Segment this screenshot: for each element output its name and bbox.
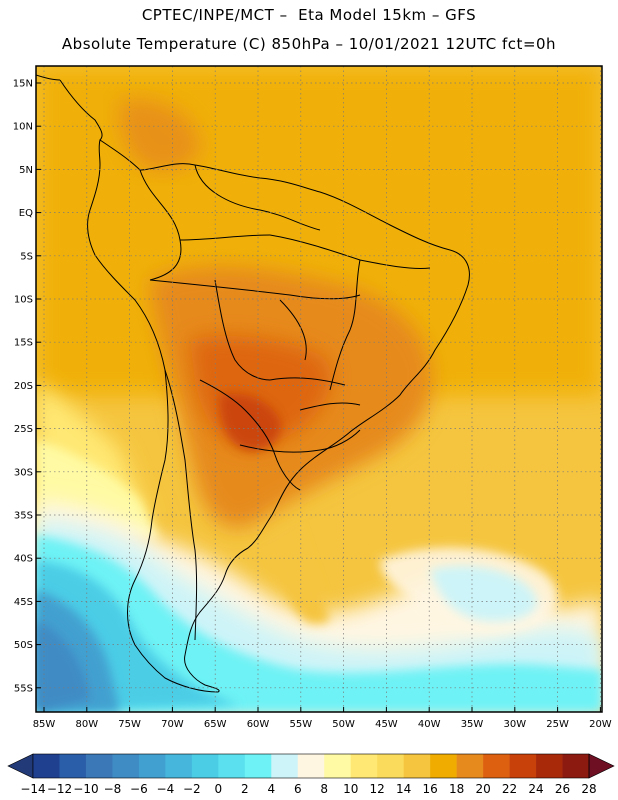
colorbar-swatch: [59, 754, 87, 778]
colorbar-label: 22: [502, 782, 517, 796]
colorbar-label: −6: [130, 782, 148, 796]
colorbar-label: 6: [294, 782, 302, 796]
colorbar-label: 28: [581, 782, 596, 796]
chart-title-line2: Absolute Temperature (C) 850hPa – 10/01/…: [61, 35, 557, 53]
lon-label: 50W: [332, 719, 355, 730]
colorbar-label: 8: [320, 782, 328, 796]
colorbar-label: 0: [215, 782, 223, 796]
colorbar-swatch: [456, 754, 484, 778]
colorbar-swatch: [350, 754, 378, 778]
colorbar-label: 24: [528, 782, 543, 796]
lon-label: 75W: [118, 719, 141, 730]
colorbar-label: −2: [183, 782, 201, 796]
lat-label: 30S: [14, 467, 33, 478]
colorbar-label: 18: [449, 782, 464, 796]
colorbar-swatch: [324, 754, 352, 778]
colorbar-swatch: [218, 754, 246, 778]
colorbar-label: 4: [267, 782, 275, 796]
colorbar-swatch: [536, 754, 563, 778]
colorbar-swatch: [297, 754, 325, 778]
coastlines: [36, 74, 470, 693]
colorbar-swatch: [112, 754, 140, 778]
colorbar-label: 12: [370, 782, 385, 796]
colorbar-swatch: [191, 754, 219, 778]
colorbar: −14 −12 −10 −8 −6 −4 −2 0 2 4 6 8 10 12 14 16 18 20 22 24 26…: [7, 753, 615, 796]
lon-label: 70W: [161, 719, 184, 730]
lon-label: 55W: [289, 719, 312, 730]
colorbar-label: 26: [555, 782, 570, 796]
colorbar-swatch: [483, 754, 510, 778]
lat-label: 10N: [13, 122, 33, 133]
lon-label: 65W: [204, 719, 227, 730]
colorbar-label: 10: [343, 782, 358, 796]
lon-label: 45W: [375, 719, 398, 730]
colorbar-label: −12: [47, 782, 72, 796]
colorbar-label: 14: [396, 782, 411, 796]
colorbar-swatch: [403, 754, 431, 778]
lat-label: EQ: [19, 208, 33, 219]
lon-label: 80W: [75, 719, 98, 730]
latitude-labels: 15N 10N 5N EQ 5S 10S 15S 20S 25S 30S 35S 40S 45S 50S 5…: [13, 79, 41, 694]
colorbar-swatch: [138, 754, 166, 778]
colorbar-label: 16: [422, 782, 437, 796]
colorbar-over-arrow: [588, 753, 615, 779]
colorbar-label: −14: [20, 782, 45, 796]
chart-title-line1: CPTEC/INPE/MCT – Eta Model 15km – GFS: [141, 6, 477, 24]
colorbar-swatch: [165, 754, 193, 778]
lon-label: 30W: [503, 719, 526, 730]
colorbar-swatch: [271, 754, 299, 778]
colorbar-swatch: [430, 754, 457, 778]
longitude-labels: 85W 80W 75W 70W 65W 60W 55W 50W 45W 40W 35W 30W 25W 2…: [33, 707, 612, 730]
colorbar-under-arrow: [7, 753, 34, 779]
colorbar-label: −10: [73, 782, 98, 796]
colorbar-label: 20: [475, 782, 490, 796]
lon-label: 60W: [247, 719, 270, 730]
lat-label: 5N: [19, 165, 33, 176]
lon-label: 20W: [589, 719, 612, 730]
colorbar-swatch: [509, 754, 537, 778]
lon-label: 25W: [546, 719, 569, 730]
map-frame: [35, 65, 603, 713]
lat-label: 25S: [14, 424, 33, 435]
lon-label: 40W: [418, 719, 441, 730]
lat-label: 20S: [14, 381, 33, 392]
colorbar-frame: [32, 753, 590, 779]
lat-label: 15S: [14, 338, 33, 349]
lon-label: 85W: [33, 719, 56, 730]
colorbar-label: −4: [157, 782, 175, 796]
colorbar-swatch: [377, 754, 404, 778]
colorbar-swatch: [33, 754, 60, 778]
colorbar-label: 2: [241, 782, 249, 796]
lat-label: 45S: [14, 597, 33, 608]
lon-label: 35W: [461, 719, 484, 730]
lat-label: 15N: [13, 79, 33, 90]
lat-label: 10S: [14, 295, 33, 306]
colorbar-swatch: [562, 754, 590, 778]
temperature-field: [36, 66, 602, 712]
colorbar-label: −8: [104, 782, 122, 796]
lat-label: 5S: [20, 251, 33, 262]
lat-label: 50S: [14, 640, 33, 651]
lat-label: 55S: [14, 683, 33, 694]
colorbar-swatch: [85, 754, 113, 778]
colorbar-swatch: [244, 754, 272, 778]
lat-label: 35S: [14, 511, 33, 522]
lat-label: 40S: [14, 554, 33, 565]
